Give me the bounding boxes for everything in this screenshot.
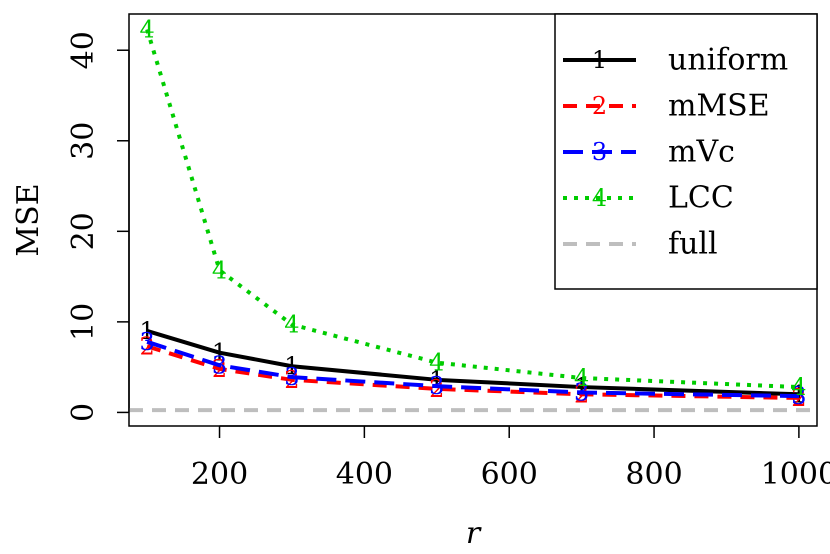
series-mMSE: 22 2 2 2 2 xyxy=(139,332,806,412)
point-uniform-2: 1 xyxy=(284,352,299,380)
legend-label-LCC: LCC xyxy=(668,181,734,216)
x-tick-label-4: 1000 xyxy=(761,457,830,492)
point-mMSE-3: 2 xyxy=(429,375,444,403)
y-tick-label-3: 30 xyxy=(66,122,101,160)
point-mVc-0: 3 xyxy=(139,328,154,356)
point-mVc-2: 3 xyxy=(284,363,299,391)
y-axis-label: MSE xyxy=(11,183,46,256)
x-axis-label: r xyxy=(466,516,482,551)
point-LCC-1: 4 xyxy=(212,256,227,284)
point-mMSE-1: 2 xyxy=(212,355,227,383)
point-uniform-1: 1 xyxy=(212,339,227,367)
point-LCC-5: 4 xyxy=(791,373,806,401)
point-mVc-1: 3 xyxy=(212,351,227,379)
legend-label-mMSE: mMSE xyxy=(668,89,770,124)
point-LCC-4: 4 xyxy=(574,364,589,392)
legend-marker-mVc: 3 xyxy=(592,138,607,166)
point-mMSE-2: 2 xyxy=(284,366,299,394)
legend-marker-mMSE: 2 xyxy=(592,92,607,120)
y-tick-label-1: 10 xyxy=(66,303,101,341)
legend: 1 uniform 2 mMSE 3 mVc 4 LCC full xyxy=(554,13,818,290)
series-line-LCC xyxy=(145,28,799,390)
y-tick-label-2: 20 xyxy=(66,212,101,250)
x-tick-label-1: 400 xyxy=(336,457,393,492)
legend-label-uniform: uniform xyxy=(668,43,788,78)
point-LCC-0: 4 xyxy=(139,15,154,43)
x-axis: 200 400 600 800 1000 xyxy=(191,425,830,492)
point-LCC-3: 4 xyxy=(429,349,444,377)
legend-label-mVc: mVc xyxy=(668,135,735,170)
point-mVc-5: 3 xyxy=(791,382,806,410)
series-line-uniform xyxy=(146,329,799,397)
point-LCC-2: 4 xyxy=(284,311,299,339)
series-mVc: 3 3 3 3 3 3 xyxy=(139,328,806,410)
x-tick-label-3: 800 xyxy=(625,457,682,492)
point-mMSE-0: 2 xyxy=(139,332,154,360)
x-tick-label-0: 200 xyxy=(191,457,248,492)
y-tick-label-4: 40 xyxy=(66,31,101,69)
legend-marker-LCC: 4 xyxy=(592,184,607,212)
series-line-mVc xyxy=(146,339,799,399)
legend-marker-uniform: 1 xyxy=(592,46,607,74)
point-mMSE-5: 2 xyxy=(791,384,806,412)
point-uniform-0: 1 xyxy=(139,317,154,345)
point-mVc-4: 3 xyxy=(574,378,589,406)
x-tick-label-2: 600 xyxy=(481,457,538,492)
legend-label-full: full xyxy=(668,227,718,262)
y-tick-label-0: 0 xyxy=(66,403,101,422)
series-LCC: 4 4 4 4 4 4 xyxy=(139,15,806,401)
point-mVc-3: 3 xyxy=(429,372,444,400)
y-axis: 0 10 20 30 40 xyxy=(66,31,130,422)
